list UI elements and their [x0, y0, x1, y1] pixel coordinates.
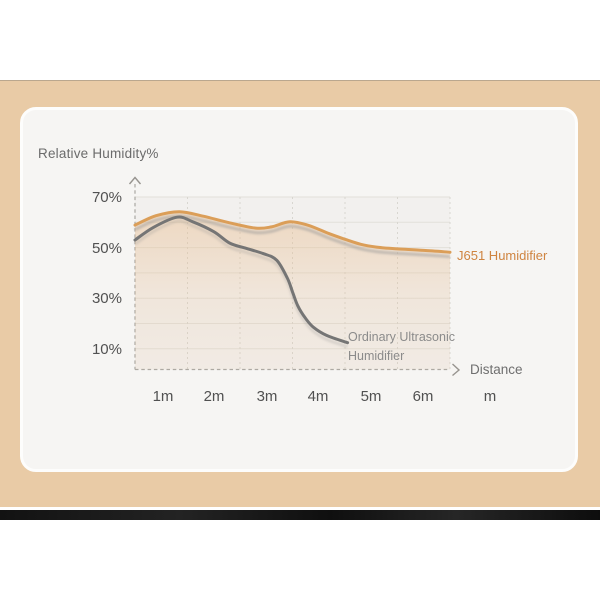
y-tick-label: 70%	[91, 189, 122, 206]
x-axis-label: Distance	[470, 362, 523, 377]
table-edge-bar	[0, 510, 600, 520]
y-tick-label: 30%	[91, 290, 122, 307]
series-label-j651: J651 Humidifier	[457, 248, 548, 263]
chart-title: Relative Humidity%	[38, 146, 159, 161]
x-unit-label: m	[483, 388, 497, 405]
x-tick-label: 4m	[307, 388, 329, 405]
series-label-ordinary-line1: Ordinary Ultrasonic	[348, 330, 455, 344]
y-tick-label: 50%	[91, 240, 122, 257]
series-label-ordinary: Ordinary Ultrasonic Humidifier	[348, 328, 455, 366]
series-label-ordinary-line2: Humidifier	[348, 349, 405, 363]
x-tick-label: 5m	[360, 388, 382, 405]
x-tick-label: 6m	[412, 388, 434, 405]
x-tick-label: 3m	[256, 388, 278, 405]
y-tick-label: 10%	[91, 341, 122, 358]
x-tick-label: 1m	[152, 388, 174, 405]
x-tick-label: 2m	[203, 388, 225, 405]
